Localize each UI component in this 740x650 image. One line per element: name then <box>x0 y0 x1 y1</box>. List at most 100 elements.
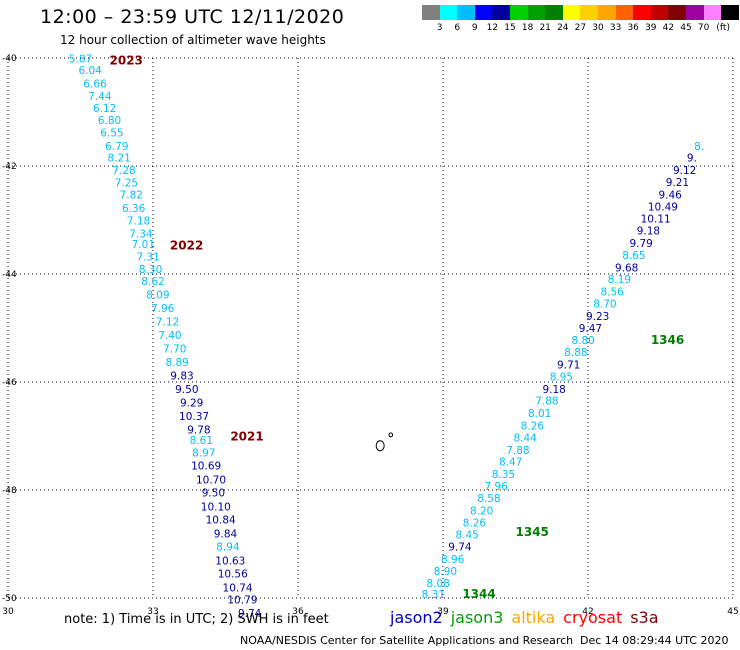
wave-height-label: 6.04 <box>78 65 102 77</box>
wave-height-label: 8.09 <box>146 289 169 301</box>
color-swatch <box>492 5 510 20</box>
color-swatch <box>527 5 546 20</box>
wave-height-label: 8.26 <box>463 518 487 530</box>
y-tick-label: -42 <box>2 162 17 172</box>
color-legend-label: 39 <box>645 23 657 33</box>
satellite-jason2: jason2 <box>390 608 443 627</box>
wave-height-label: 9.18 <box>542 384 565 396</box>
wave-height-label: 10.11 <box>641 214 671 226</box>
satellite-s3a: s3a <box>630 608 659 627</box>
wave-height-label: 8.19 <box>608 274 631 286</box>
color-swatch <box>562 5 581 20</box>
color-swatch <box>422 5 440 20</box>
color-swatch <box>439 5 458 20</box>
x-tick-label: 39 <box>437 607 449 617</box>
wave-height-label: 10.63 <box>215 556 245 568</box>
color-legend-label: 36 <box>627 23 639 33</box>
color-swatch <box>650 5 669 20</box>
color-legend-label: 24 <box>557 23 569 33</box>
wave-height-label: 8.58 <box>477 493 500 505</box>
wave-height-label: 9.46 <box>658 189 682 201</box>
wave-height-label: 7.28 <box>112 165 135 177</box>
wave-height-label: 8.08 <box>426 578 449 590</box>
wave-height-label: 8.62 <box>141 276 164 288</box>
wave-height-label: 7.34 <box>129 228 153 240</box>
wave-height-label: 9.47 <box>579 323 602 335</box>
y-tick-label: -46 <box>2 378 17 388</box>
wave-height-label: 9.71 <box>557 360 580 372</box>
x-tick-label: 36 <box>292 607 304 617</box>
wave-height-label: 10.79 <box>227 594 257 606</box>
color-swatch <box>457 5 475 20</box>
color-swatch <box>474 5 493 20</box>
color-legend-label: 33 <box>609 23 622 33</box>
wave-height-label: 9.50 <box>175 384 198 396</box>
color-swatch <box>633 5 651 20</box>
wave-height-label: 8.01 <box>528 408 551 420</box>
x-tick-label: 33 <box>147 607 158 617</box>
color-legend-label: 30 <box>592 23 604 33</box>
pass-time-label: 1344 <box>462 587 495 601</box>
footnote: note: 1) Time is in UTC; 2) SWH is in fe… <box>64 612 329 627</box>
wave-height-label: 10.84 <box>206 514 236 526</box>
wave-height-label: 6.55 <box>100 127 123 139</box>
color-legend-label: 3 <box>436 23 443 33</box>
wave-height-label: 9.18 <box>637 226 660 238</box>
wave-height-label: 9.50 <box>202 487 225 499</box>
map-subtitle: 12 hour collection of altimeter wave hei… <box>60 33 326 47</box>
wave-height-label: 7.18 <box>127 215 150 227</box>
wave-height-label: 6.66 <box>83 79 107 91</box>
y-tick-label: -50 <box>2 594 17 604</box>
satellite-cryosat: cryosat <box>563 608 623 627</box>
color-swatch <box>703 5 722 20</box>
wave-height-label: 9.68 <box>615 262 638 274</box>
wave-height-label: 6.79 <box>105 141 128 153</box>
color-legend-label: 12 <box>486 23 499 33</box>
color-legend-labels: 3 6 9 12 15 18 21 24 27 30 33 36 39 42 45 70 (ft) <box>422 23 740 35</box>
wave-height-label: 8.70 <box>593 298 616 310</box>
color-swatch <box>580 5 598 20</box>
wave-height-label: 9.12 <box>673 165 696 177</box>
color-swatch <box>615 5 634 20</box>
color-swatch <box>668 5 686 20</box>
wave-height-label: 9.78 <box>187 424 210 436</box>
wave-height-label: 8.94 <box>216 541 240 553</box>
wave-height-label: 5.87 <box>69 53 92 65</box>
pass-time-label: 1346 <box>651 333 684 347</box>
color-swatch <box>509 5 528 20</box>
color-legend-label: 70 <box>697 23 710 33</box>
wave-height-label: 6.36 <box>122 203 146 215</box>
wave-height-label: 10.69 <box>191 460 221 472</box>
y-tick-label: -48 <box>2 486 17 496</box>
color-legend-label: 21 <box>539 23 551 33</box>
x-tick-label: 30 <box>2 607 14 617</box>
color-legend-label: 9 <box>471 23 478 33</box>
wave-height-label: 9.83 <box>170 370 193 382</box>
wave-height-label: 6.12 <box>93 103 116 115</box>
y-tick-label: -40 <box>2 54 17 64</box>
wave-height-label: 10.10 <box>201 502 231 514</box>
wave-height-label: 8.45 <box>455 530 478 542</box>
color-legend-label: 6 <box>454 23 461 33</box>
wave-height-label: 7.96 <box>484 481 508 493</box>
wave-height-label: 7.82 <box>120 189 143 201</box>
wave-height-label: 10.70 <box>196 475 226 487</box>
x-tick-label: 45 <box>727 607 738 617</box>
color-swatch <box>721 5 739 20</box>
map-title: 12:00 – 23:59 UTC 12/11/2020 <box>40 6 345 28</box>
satellite-jason3: jason3 <box>450 608 504 627</box>
wave-height-label: 7.40 <box>158 330 181 342</box>
x-tick-label: 42 <box>582 607 593 617</box>
color-legend-label: 18 <box>521 23 534 33</box>
wave-height-label: 7.01 <box>132 239 155 251</box>
satellite-altika: altika <box>511 608 556 627</box>
wave-height-label: 9.29 <box>180 397 203 409</box>
wave-height-label: 9.74 <box>238 608 262 620</box>
wave-height-label: 10.74 <box>223 583 253 595</box>
color-legend-label: 27 <box>574 23 587 33</box>
wave-height-label: 8.30 <box>139 264 162 276</box>
island-outline <box>375 440 385 452</box>
wave-height-label: 8.80 <box>571 335 594 347</box>
color-legend-label: 45 <box>680 23 692 33</box>
